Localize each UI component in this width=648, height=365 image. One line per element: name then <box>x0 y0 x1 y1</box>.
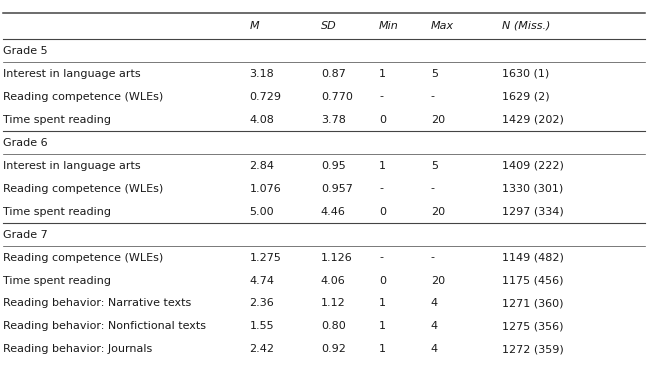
Text: 0: 0 <box>379 115 386 124</box>
Text: -: - <box>431 92 435 101</box>
Text: -: - <box>379 184 383 193</box>
Text: 0.92: 0.92 <box>321 345 345 354</box>
Text: 0.729: 0.729 <box>249 92 281 101</box>
Text: Grade 7: Grade 7 <box>3 230 48 239</box>
Text: 0.80: 0.80 <box>321 322 345 331</box>
Text: 1: 1 <box>379 69 386 78</box>
Text: 0.957: 0.957 <box>321 184 353 193</box>
Text: -: - <box>431 184 435 193</box>
Text: Min: Min <box>379 21 399 31</box>
Text: 1409 (222): 1409 (222) <box>502 161 564 170</box>
Text: Grade 6: Grade 6 <box>3 138 48 147</box>
Text: Reading competence (WLEs): Reading competence (WLEs) <box>3 92 163 101</box>
Text: 5: 5 <box>431 69 438 78</box>
Text: 4.74: 4.74 <box>249 276 275 285</box>
Text: 1429 (202): 1429 (202) <box>502 115 564 124</box>
Text: Grade 5: Grade 5 <box>3 46 48 55</box>
Text: M: M <box>249 21 259 31</box>
Text: 0.87: 0.87 <box>321 69 345 78</box>
Text: 5.00: 5.00 <box>249 207 274 216</box>
Text: 20: 20 <box>431 115 445 124</box>
Text: Interest in language arts: Interest in language arts <box>3 161 141 170</box>
Text: 1.076: 1.076 <box>249 184 281 193</box>
Text: 4.46: 4.46 <box>321 207 345 216</box>
Text: 1275 (356): 1275 (356) <box>502 322 564 331</box>
Text: Time spent reading: Time spent reading <box>3 276 111 285</box>
Text: -: - <box>379 92 383 101</box>
Text: Max: Max <box>431 21 454 31</box>
Text: 1630 (1): 1630 (1) <box>502 69 550 78</box>
Text: Reading competence (WLEs): Reading competence (WLEs) <box>3 184 163 193</box>
Text: 1: 1 <box>379 322 386 331</box>
Text: 20: 20 <box>431 276 445 285</box>
Text: 1: 1 <box>379 345 386 354</box>
Text: 1297 (334): 1297 (334) <box>502 207 564 216</box>
Text: Reading behavior: Nonfictional texts: Reading behavior: Nonfictional texts <box>3 322 206 331</box>
Text: 1272 (359): 1272 (359) <box>502 345 564 354</box>
Text: 1: 1 <box>379 161 386 170</box>
Text: 1271 (360): 1271 (360) <box>502 299 564 308</box>
Text: 0.95: 0.95 <box>321 161 345 170</box>
Text: -: - <box>379 253 383 262</box>
Text: SD: SD <box>321 21 336 31</box>
Text: 1.126: 1.126 <box>321 253 353 262</box>
Text: Reading competence (WLEs): Reading competence (WLEs) <box>3 253 163 262</box>
Text: 3.18: 3.18 <box>249 69 274 78</box>
Text: 1.12: 1.12 <box>321 299 345 308</box>
Text: 1629 (2): 1629 (2) <box>502 92 550 101</box>
Text: 0: 0 <box>379 276 386 285</box>
Text: Time spent reading: Time spent reading <box>3 115 111 124</box>
Text: 1.55: 1.55 <box>249 322 274 331</box>
Text: 2.84: 2.84 <box>249 161 275 170</box>
Text: N (Miss.): N (Miss.) <box>502 21 551 31</box>
Text: 1.275: 1.275 <box>249 253 281 262</box>
Text: Reading behavior: Narrative texts: Reading behavior: Narrative texts <box>3 299 192 308</box>
Text: 1: 1 <box>379 299 386 308</box>
Text: 2.42: 2.42 <box>249 345 275 354</box>
Text: 0.770: 0.770 <box>321 92 353 101</box>
Text: 3.78: 3.78 <box>321 115 345 124</box>
Text: 0: 0 <box>379 207 386 216</box>
Text: 5: 5 <box>431 161 438 170</box>
Text: 1149 (482): 1149 (482) <box>502 253 564 262</box>
Text: 4: 4 <box>431 345 438 354</box>
Text: 1330 (301): 1330 (301) <box>502 184 564 193</box>
Text: 1175 (456): 1175 (456) <box>502 276 564 285</box>
Text: 20: 20 <box>431 207 445 216</box>
Text: 4: 4 <box>431 322 438 331</box>
Text: Reading behavior: Journals: Reading behavior: Journals <box>3 345 152 354</box>
Text: 2.36: 2.36 <box>249 299 274 308</box>
Text: Time spent reading: Time spent reading <box>3 207 111 216</box>
Text: -: - <box>431 253 435 262</box>
Text: 4.08: 4.08 <box>249 115 274 124</box>
Text: 4: 4 <box>431 299 438 308</box>
Text: 4.06: 4.06 <box>321 276 345 285</box>
Text: Interest in language arts: Interest in language arts <box>3 69 141 78</box>
